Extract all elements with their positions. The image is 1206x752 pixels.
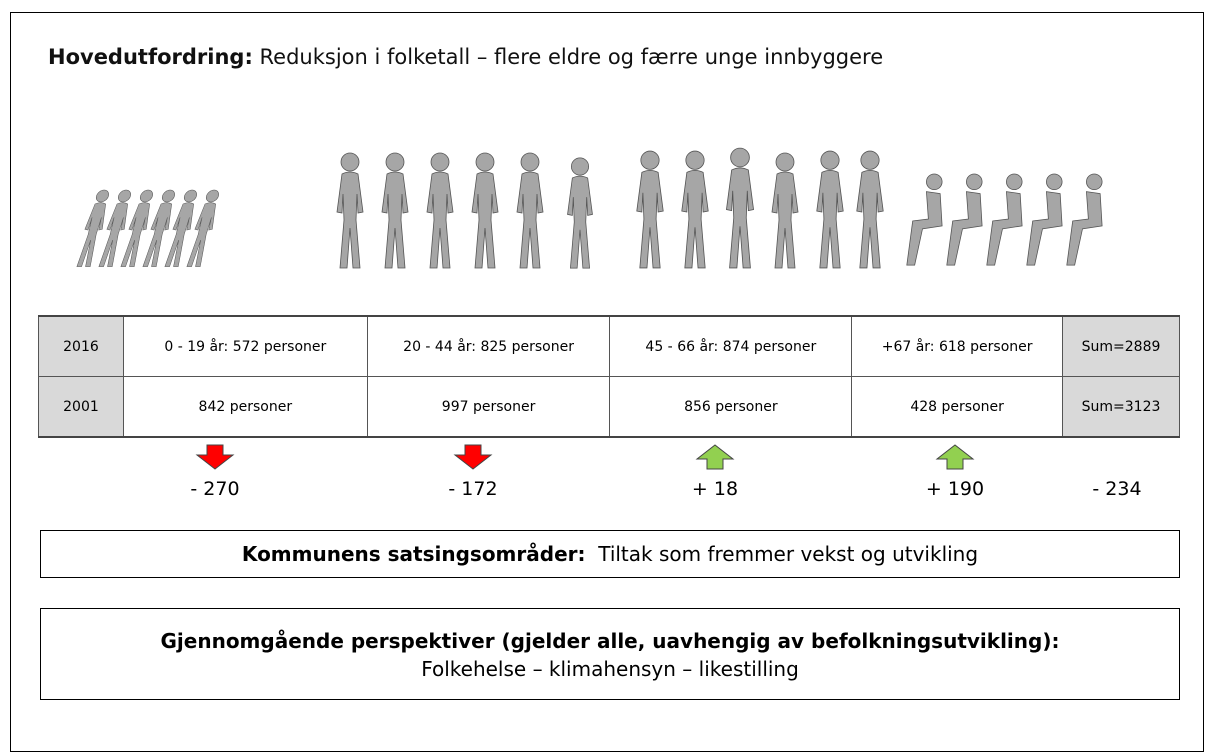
table-cell: +67 år: 618 personer [852,316,1063,377]
arrow-down [197,445,233,469]
table-cell: 20 - 44 år: 825 personer [367,316,610,377]
arrows [197,445,973,469]
change-value: - 172 [423,478,523,500]
box-priorities: Kommunens satsingsområder: Tiltak som fr… [40,530,1180,578]
change-value: - 270 [165,478,265,500]
arrow-down [455,445,491,469]
table-cell: 856 personer [610,377,852,438]
table-cell: 45 - 66 år: 874 personer [610,316,852,377]
table-cell: 2001 [39,377,124,438]
box1-bold: Kommunens satsingsområder: [242,542,586,566]
box2-bold: Gjennomgående perspektiver (gjelder alle… [161,629,1060,653]
box1-text: Tiltak som fremmer vekst og utvikling [598,542,978,566]
table-cell: Sum=2889 [1063,316,1180,377]
table-cell: 842 personer [123,377,367,438]
figures [75,148,1102,268]
page: Hovedutfordring: Reduksjon i folketall –… [0,0,1206,731]
arrow-up [937,445,973,469]
box2-text: Folkehelse – klimahensyn – likestilling [421,657,799,681]
change-value: - 234 [1067,478,1167,500]
change-value: + 190 [905,478,1005,500]
arrow-up [697,445,733,469]
table-cell: 0 - 19 år: 572 personer [123,316,367,377]
table-cell: 2016 [39,316,124,377]
table-cell: Sum=3123 [1063,377,1180,438]
box-perspectives: Gjennomgående perspektiver (gjelder alle… [40,608,1180,700]
table-cell: 428 personer [852,377,1063,438]
table-cell: 997 personer [367,377,610,438]
change-value: + 18 [665,478,765,500]
